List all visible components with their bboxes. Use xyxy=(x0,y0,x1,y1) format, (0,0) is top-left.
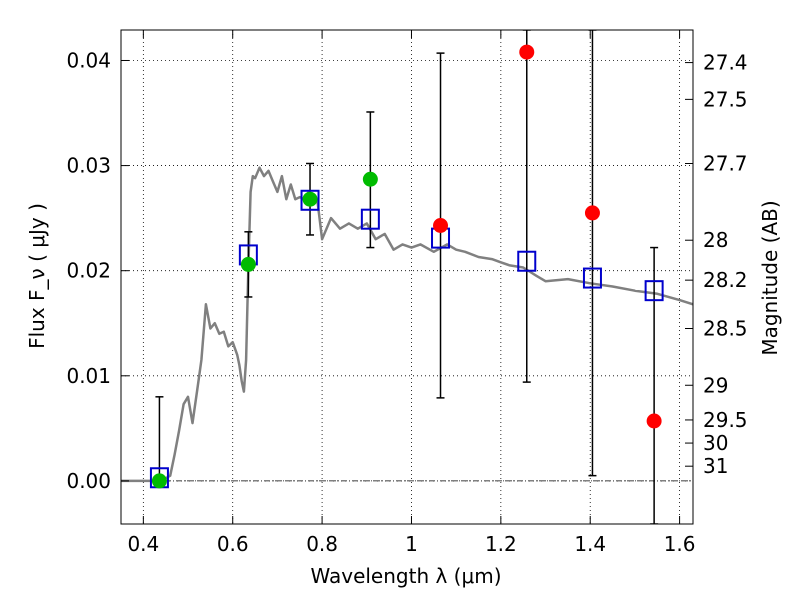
tick-labels: 0.4 0.6 0.8 1 1.2 1.4 1.6 0.00 0.01 0.02 0.03 0.04 2… xyxy=(66,48,747,556)
right-tick-label: 29.5 xyxy=(703,408,748,432)
observed-point-circle xyxy=(646,413,662,429)
x-tick-label: 0.8 xyxy=(306,532,338,556)
model-point-square xyxy=(582,267,602,289)
x-tick-label: 1.6 xyxy=(664,532,696,556)
x-tick-label: 1.2 xyxy=(485,532,517,556)
model-point-square xyxy=(360,208,380,230)
model-spectrum xyxy=(121,166,693,483)
y-tick-label: 0.04 xyxy=(66,48,111,72)
right-tick-label: 28 xyxy=(703,228,728,252)
x-tick-label: 1 xyxy=(405,532,418,556)
y-tick-label: 0.01 xyxy=(66,364,111,388)
y-tick-label: 0.00 xyxy=(66,469,111,493)
x-tick-label: 1.4 xyxy=(574,532,606,556)
right-tick-label: 27.7 xyxy=(703,151,748,175)
model-point-square xyxy=(644,280,664,302)
observed-point-circle xyxy=(584,205,600,221)
model-point-square xyxy=(300,189,320,211)
right-tick-label: 28.5 xyxy=(703,317,748,341)
spectrum-line xyxy=(121,166,693,483)
right-tick-label: 29 xyxy=(703,373,728,397)
error-bars xyxy=(155,30,659,524)
right-tick-label: 28.2 xyxy=(703,268,748,292)
y-tick-label: 0.03 xyxy=(66,154,111,178)
y-axis-label: Flux F_ν ( μJy ) xyxy=(25,203,49,349)
right-tick-label: 31 xyxy=(703,454,728,478)
plot-frame xyxy=(120,29,694,525)
observed-point-circle xyxy=(302,191,318,207)
x-tick-label: 0.6 xyxy=(217,532,249,556)
observed-point-circle xyxy=(519,44,535,60)
right-tick-label: 30 xyxy=(703,431,728,455)
right-tick-label: 27.4 xyxy=(703,51,748,75)
right-axis-label: Magnitude (AB) xyxy=(758,200,782,355)
right-tick-label: 27.5 xyxy=(703,87,748,111)
model-point-square xyxy=(517,250,537,272)
observed-point-circle xyxy=(433,217,449,233)
y-tick-label: 0.02 xyxy=(66,259,111,283)
data-markers xyxy=(149,44,664,489)
observed-point-circle xyxy=(240,256,256,272)
axis-ticks xyxy=(121,30,693,524)
observed-point-circle xyxy=(362,171,378,187)
observed-point-circle xyxy=(151,473,167,489)
x-axis-label: Wavelength λ (μm) xyxy=(310,564,501,588)
x-tick-label: 0.4 xyxy=(127,532,159,556)
